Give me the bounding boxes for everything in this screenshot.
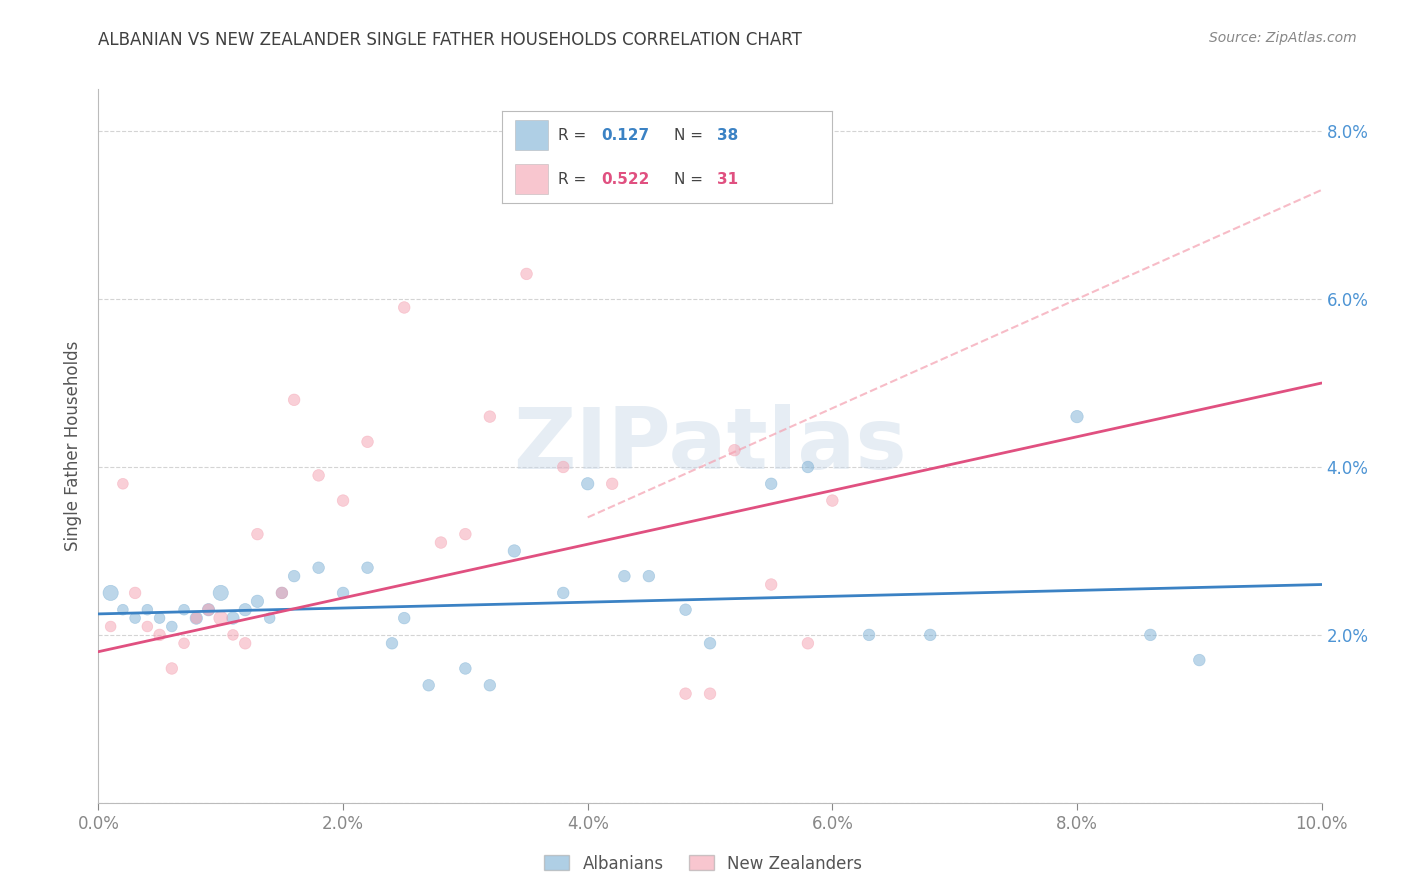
- Point: [222, 611, 245, 625]
- Point: [160, 619, 183, 633]
- Point: [233, 603, 256, 617]
- Point: [1139, 628, 1161, 642]
- Point: [1188, 653, 1211, 667]
- Point: [233, 636, 256, 650]
- Point: [209, 611, 232, 625]
- Point: [797, 636, 820, 650]
- Point: [392, 301, 416, 315]
- Point: [613, 569, 636, 583]
- Point: [675, 603, 697, 617]
- Point: [124, 611, 146, 625]
- Point: [136, 619, 159, 633]
- Point: [283, 392, 305, 407]
- Point: [259, 611, 281, 625]
- Point: [173, 636, 195, 650]
- Point: [381, 636, 404, 650]
- Text: ZIPatlas: ZIPatlas: [513, 404, 907, 488]
- Point: [759, 476, 782, 491]
- Point: [454, 527, 477, 541]
- Point: [516, 267, 538, 281]
- Point: [920, 628, 942, 642]
- Point: [111, 603, 134, 617]
- Point: [478, 678, 501, 692]
- Point: [222, 628, 245, 642]
- Point: [478, 409, 501, 424]
- Point: [186, 611, 208, 625]
- Point: [332, 493, 354, 508]
- Point: [430, 535, 453, 549]
- Point: [270, 586, 292, 600]
- Point: [124, 586, 146, 600]
- Point: [675, 687, 697, 701]
- Point: [149, 611, 172, 625]
- Point: [356, 560, 378, 574]
- Point: [100, 619, 122, 633]
- Point: [332, 586, 354, 600]
- Point: [173, 603, 195, 617]
- Point: [600, 476, 623, 491]
- Point: [553, 586, 575, 600]
- Point: [797, 460, 820, 475]
- Point: [759, 577, 782, 591]
- Text: ALBANIAN VS NEW ZEALANDER SINGLE FATHER HOUSEHOLDS CORRELATION CHART: ALBANIAN VS NEW ZEALANDER SINGLE FATHER …: [98, 31, 803, 49]
- Point: [418, 678, 440, 692]
- Point: [209, 586, 232, 600]
- Point: [197, 603, 219, 617]
- Point: [246, 527, 269, 541]
- Point: [186, 611, 208, 625]
- Point: [503, 544, 526, 558]
- Point: [637, 569, 661, 583]
- Point: [136, 603, 159, 617]
- Point: [111, 476, 134, 491]
- Point: [283, 569, 305, 583]
- Point: [149, 628, 172, 642]
- Point: [308, 468, 330, 483]
- Point: [100, 586, 122, 600]
- Point: [454, 661, 477, 675]
- Point: [1066, 409, 1088, 424]
- Legend: Albanians, New Zealanders: Albanians, New Zealanders: [537, 848, 869, 880]
- Point: [197, 603, 219, 617]
- Point: [821, 493, 844, 508]
- Point: [392, 611, 416, 625]
- Point: [270, 586, 292, 600]
- Point: [858, 628, 880, 642]
- Point: [576, 476, 599, 491]
- Point: [246, 594, 269, 608]
- Point: [699, 636, 721, 650]
- Point: [160, 661, 183, 675]
- Y-axis label: Single Father Households: Single Father Households: [65, 341, 83, 551]
- Point: [699, 687, 721, 701]
- Point: [356, 434, 378, 449]
- Point: [308, 560, 330, 574]
- Point: [723, 443, 745, 458]
- Text: Source: ZipAtlas.com: Source: ZipAtlas.com: [1209, 31, 1357, 45]
- Point: [553, 460, 575, 475]
